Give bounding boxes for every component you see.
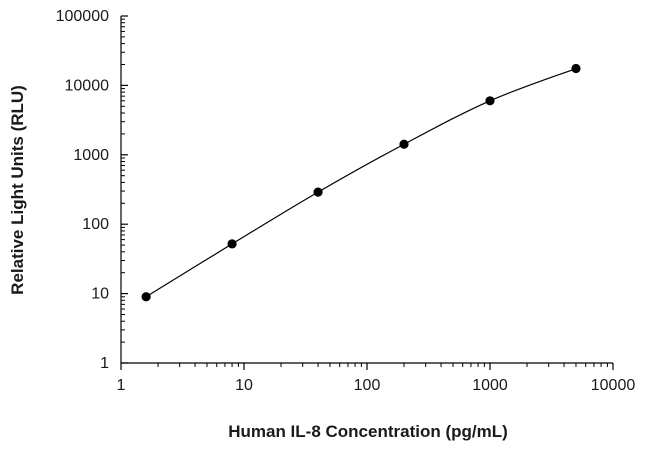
y-tick-label: 100000 (56, 8, 109, 25)
data-point (313, 187, 323, 197)
y-tick-label: 10 (91, 286, 109, 303)
data-point (141, 292, 151, 302)
fit-curve (145, 67, 577, 298)
data-points (141, 63, 581, 302)
x-axis-title: Human IL-8 Concentration (pg/mL) (228, 422, 508, 441)
data-point (399, 139, 409, 149)
data-point (485, 96, 495, 106)
axes (120, 16, 613, 364)
y-tick-label: 10000 (65, 77, 110, 94)
fit-curve-layer (145, 67, 577, 298)
data-point (227, 239, 237, 249)
x-tick-label: 10000 (591, 377, 636, 394)
x-tick-label: 100 (354, 377, 381, 394)
x-tick-label: 10 (235, 377, 253, 394)
data-point (571, 63, 581, 74)
ticks (120, 15, 614, 370)
x-tick-label: 1000 (472, 377, 508, 394)
tick-labels: 1 10 100 1000 10000 1 10 100 1000 10000 100000 (56, 8, 636, 394)
x-tick-label: 1 (117, 377, 126, 394)
y-tick-label: 100 (82, 216, 109, 233)
y-axis-title: Relative Light Units (RLU) (8, 85, 27, 295)
y-tick-label: 1000 (73, 147, 109, 164)
y-tick-label: 1 (100, 355, 109, 372)
